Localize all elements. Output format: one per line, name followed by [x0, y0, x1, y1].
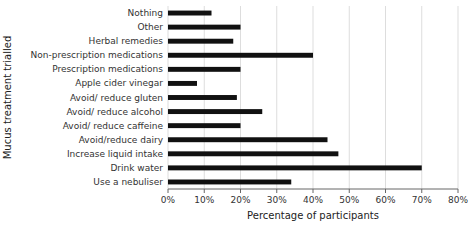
category-label: Avoid/reduce dairy: [79, 135, 164, 145]
grid: [168, 6, 458, 189]
category-label: Avoid/ reduce caffeine: [63, 121, 164, 131]
bar: [168, 39, 233, 44]
chart-container: 0% 10% 20% 30% 40% 50% 60% 70% 80% Nothing Other He…: [0, 0, 474, 225]
category-label: Avoid/ reduce alcohol: [66, 107, 163, 117]
tick-label: 60%: [375, 195, 395, 205]
bar: [168, 109, 262, 114]
tick-label: 40%: [303, 195, 323, 205]
category-label: Other: [137, 22, 163, 32]
tick-mark: [313, 189, 314, 193]
x-axis-title: Percentage of participants: [247, 210, 379, 221]
tick-label: 10%: [194, 195, 214, 205]
bar: [168, 81, 197, 86]
category-label: Use a nebuliser: [93, 177, 163, 187]
bar: [168, 165, 422, 170]
bar: [168, 25, 241, 30]
grid-line: [349, 6, 350, 189]
tick-mark: [458, 189, 459, 193]
tick-mark: [204, 189, 205, 193]
bar: [168, 11, 212, 16]
chart: 0% 10% 20% 30% 40% 50% 60% 70% 80% Nothing Other He…: [0, 0, 474, 225]
tick-label: 30%: [267, 195, 287, 205]
category-label: Increase liquid intake: [67, 149, 164, 159]
axis-line: [168, 189, 458, 190]
tick-mark: [276, 189, 277, 193]
category-label: Nothing: [128, 8, 163, 18]
bars: [168, 11, 422, 185]
grid-line: [240, 6, 241, 189]
tick-label: 0%: [161, 195, 176, 205]
tick-label: 70%: [412, 195, 432, 205]
tick-label: 20%: [230, 195, 250, 205]
tick-mark: [168, 189, 169, 193]
bar: [168, 151, 338, 156]
y-axis: Nothing Other Herbal remedies Non-prescript…: [30, 8, 163, 187]
grid-line: [313, 6, 314, 189]
bar: [168, 95, 237, 100]
category-label: Herbal remedies: [89, 36, 164, 46]
tick-label: 80%: [448, 195, 468, 205]
bar: [168, 123, 241, 128]
tick-mark: [349, 189, 350, 193]
tick-label: 50%: [339, 195, 359, 205]
grid-line: [421, 6, 422, 189]
bar: [168, 179, 291, 184]
bar: [168, 137, 328, 142]
x-axis: 0% 10% 20% 30% 40% 50% 60% 70% 80%: [161, 189, 469, 205]
category-label: Drink water: [110, 163, 163, 173]
tick-mark: [385, 189, 386, 193]
category-label: Apple cider vinegar: [75, 78, 163, 88]
tick-mark: [240, 189, 241, 193]
category-label: Avoid/ reduce gluten: [70, 93, 163, 103]
bar: [168, 67, 241, 72]
category-label: Prescription medications: [52, 64, 163, 74]
grid-line: [458, 6, 459, 189]
grid-line: [385, 6, 386, 189]
y-axis-title: Mucus treatment trialled: [2, 36, 13, 160]
grid-line: [276, 6, 277, 189]
tick-mark: [421, 189, 422, 193]
category-label: Non-prescription medications: [30, 50, 163, 60]
bar: [168, 53, 313, 58]
